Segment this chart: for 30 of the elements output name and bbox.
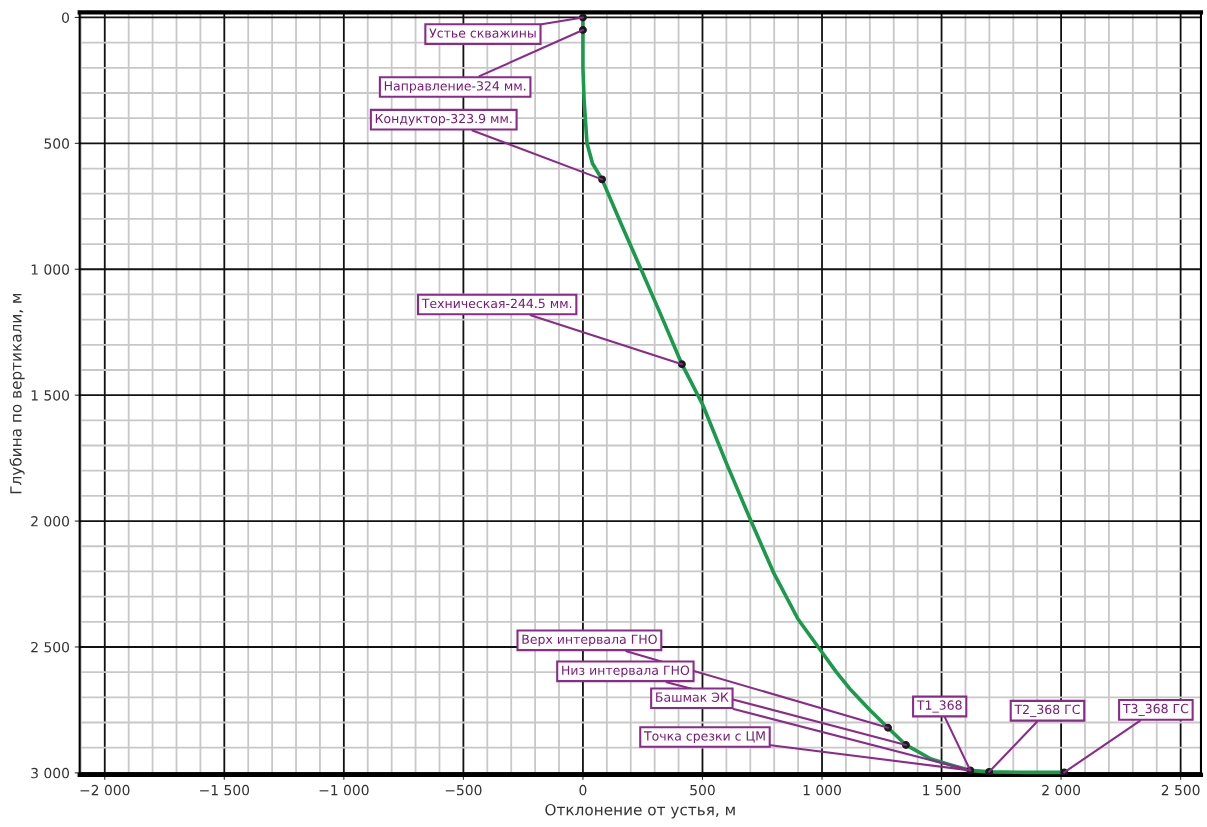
annotation: Верх интервала ГНО (522, 634, 657, 647)
annotation: T1_368 (916, 700, 962, 713)
x-axis-title: Отклонение от устья, м (545, 803, 735, 819)
annotation: Техническая-244.5 мм. (421, 298, 572, 309)
y-tick-label: 1 500 (31, 390, 70, 401)
annotation: Направление-324 мм. (384, 81, 526, 94)
y-tick-label: 0 (62, 12, 70, 23)
x-tick-label: −2 000 (80, 784, 130, 796)
x-tick-label: −500 (445, 784, 482, 796)
annotation: Башмак ЭК (656, 692, 729, 702)
x-tick-label: 2 000 (1042, 784, 1081, 796)
x-tick-label: 1 000 (803, 784, 841, 796)
annotation: Точка срезки с ЦМ (643, 731, 765, 744)
y-tick-label: 1 000 (31, 264, 70, 275)
x-tick-label: −1 000 (319, 784, 369, 796)
y-tick-label: 500 (44, 138, 70, 149)
annotation: Низ интервала ГНО (562, 665, 690, 678)
y-tick-label: 2 500 (31, 641, 70, 653)
y-axis-title: Глубина по вертикали, м (9, 293, 25, 494)
x-tick-label: 1 500 (923, 784, 961, 796)
y-tick-label: 3 000 (31, 767, 70, 779)
y-tick-label: 2 000 (31, 516, 70, 527)
annotation: Устье скважины (429, 28, 536, 38)
annotation: Кондуктор-323.9 мм. (375, 113, 512, 126)
x-tick-label: 2 500 (1161, 784, 1200, 796)
annotation: T3_368 ГС (1122, 703, 1189, 716)
x-tick-label: 0 (579, 784, 587, 796)
x-tick-label: −1 500 (200, 784, 250, 796)
x-tick-label: 500 (690, 784, 715, 796)
annotation: T2_368 ГС (1014, 704, 1080, 717)
